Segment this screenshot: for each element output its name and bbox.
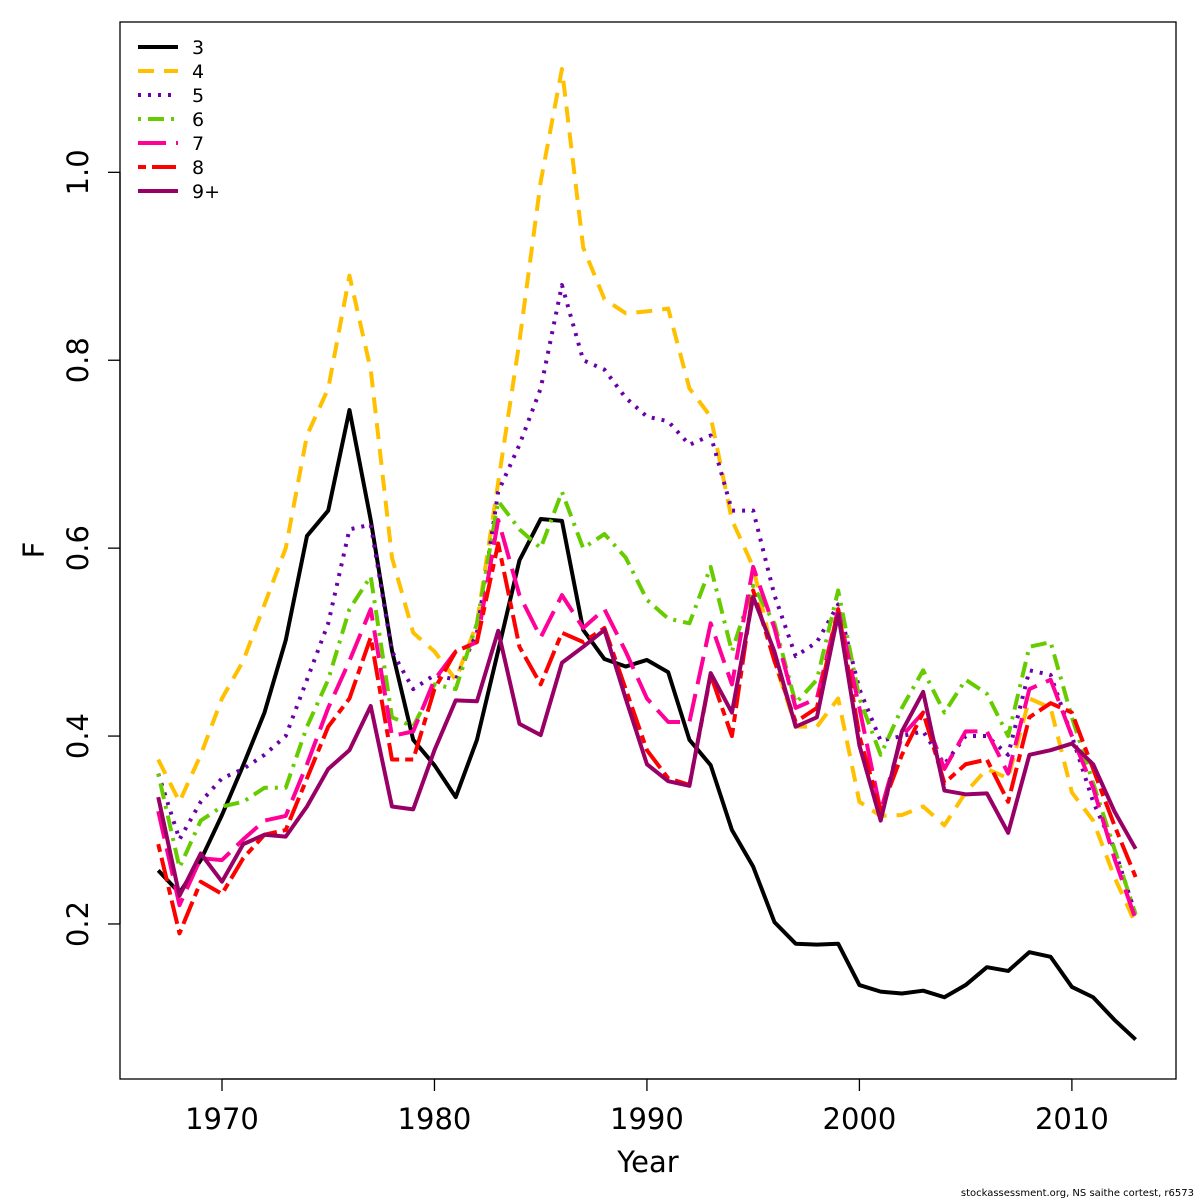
legend-label: 8 bbox=[192, 157, 204, 179]
y-axis-label: F bbox=[17, 542, 51, 559]
legend-label: 6 bbox=[192, 109, 204, 131]
legend-label: 4 bbox=[192, 61, 204, 83]
x-tick-label: 1970 bbox=[185, 1102, 259, 1136]
caption: stockassessment.org, NS saithe cortest, … bbox=[961, 1188, 1194, 1199]
y-tick-label: 1.0 bbox=[61, 149, 95, 195]
series-line bbox=[156, 541, 1138, 936]
legend-label: 5 bbox=[192, 85, 204, 107]
plot-frame bbox=[119, 21, 1177, 1080]
series-line bbox=[156, 66, 1138, 925]
legend-label: 3 bbox=[192, 37, 204, 59]
x-tick-label: 1980 bbox=[398, 1102, 472, 1136]
series-line bbox=[156, 489, 1138, 916]
x-tick-label: 2000 bbox=[823, 1102, 897, 1136]
x-tick-label: 2010 bbox=[1035, 1102, 1109, 1136]
legend-label: 9+ bbox=[192, 181, 220, 203]
series-line bbox=[156, 595, 1138, 898]
series-line bbox=[156, 283, 1138, 916]
series-line bbox=[156, 517, 1138, 920]
y-tick-label: 0.6 bbox=[61, 525, 95, 571]
series-line bbox=[156, 408, 1137, 1042]
y-tick-label: 0.8 bbox=[61, 337, 95, 383]
legend-label: 7 bbox=[192, 133, 204, 155]
y-tick-label: 0.2 bbox=[61, 901, 95, 947]
x-tick-label: 1990 bbox=[610, 1102, 684, 1136]
y-tick-label: 0.4 bbox=[61, 713, 95, 759]
x-axis-label: Year bbox=[616, 1145, 678, 1179]
